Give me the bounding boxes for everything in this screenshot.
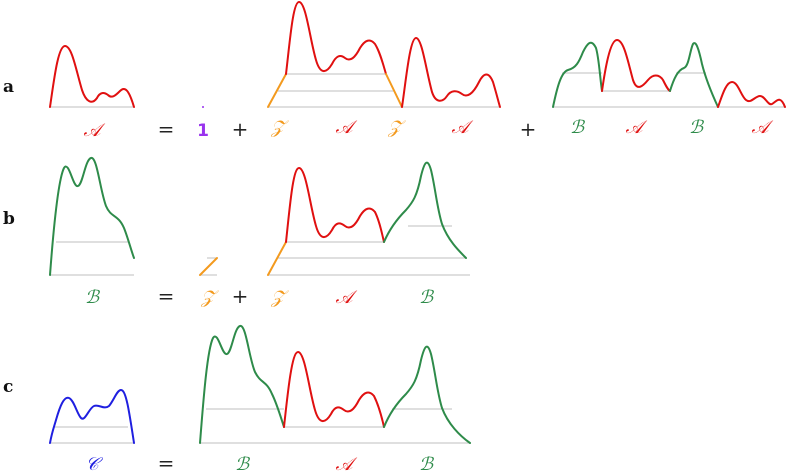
plus-sign: + [520,117,537,141]
z-step-down [385,73,403,108]
symbol-z: 𝒵 [387,117,406,138]
row-a: a 𝒜 = 1 + 𝒵 𝒜 𝒵 𝒜 + [3,1,786,141]
row-label-c: c [3,377,13,397]
term-zaza: 𝒵 𝒜 𝒵 𝒜 [267,1,501,138]
excursion-curve-a [49,45,135,108]
symbol-a: 𝒜 [625,117,647,138]
symbol-b: ℬ [419,287,435,308]
symbol-a: 𝒜 [335,117,357,138]
equals-sign: = [158,451,175,473]
symbol-a: 𝒜 [335,454,357,473]
empty-path-dot [202,106,204,108]
symbol-c: 𝒞 [85,454,103,473]
symbol-b: ℬ [235,454,251,473]
term-bab: ℬ 𝒜 ℬ [199,324,471,473]
z-step-up [267,241,287,276]
symbol-a: 𝒜 [751,117,773,138]
symbol-z: 𝒵 [270,117,289,138]
symbol-a: 𝒜 [335,287,357,308]
plus-sign: + [232,117,249,141]
row-label-a: a [3,77,14,97]
excursion-curve-a [283,351,385,428]
plus-sign: + [232,284,249,308]
excursion-curve-a [401,37,501,108]
excursion-curve-b [552,41,603,108]
symbol-a: 𝒜 [83,120,105,141]
row-label-b: b [3,209,15,229]
row-b: b ℬ = 𝒵 + 𝒵 𝒜 ℬ [3,156,470,308]
excursion-curve-b [669,42,719,108]
symbol-b: ℬ [570,117,586,138]
excursion-curve-b [49,156,135,276]
symbol-b: ℬ [689,117,705,138]
z-step-up [199,257,218,276]
excursion-curve-a [601,39,671,92]
excursion-curve-a [717,81,786,108]
excursion-curve-b [383,345,471,444]
excursion-curve-c [49,389,135,444]
symbol-a: 𝒜 [451,117,473,138]
excursion-curve-b [199,324,285,444]
symbol-b: ℬ [85,287,101,308]
equals-sign: = [158,284,175,308]
symbol-z: 𝒵 [270,287,289,308]
symbol-z: 𝒵 [200,287,219,308]
row-c: c 𝒞 = ℬ 𝒜 ℬ [3,324,471,473]
term-baba: ℬ 𝒜 ℬ 𝒜 [552,39,786,138]
neutral-one: 1 [197,121,209,141]
excursion-curve-a [285,1,387,75]
equals-sign: = [158,117,175,141]
excursion-curve-b [383,161,467,259]
symbol-b: ℬ [419,454,435,473]
excursion-curve-a [285,167,385,243]
term-zab: 𝒵 𝒜 ℬ [267,161,470,308]
z-step-up [267,73,287,108]
